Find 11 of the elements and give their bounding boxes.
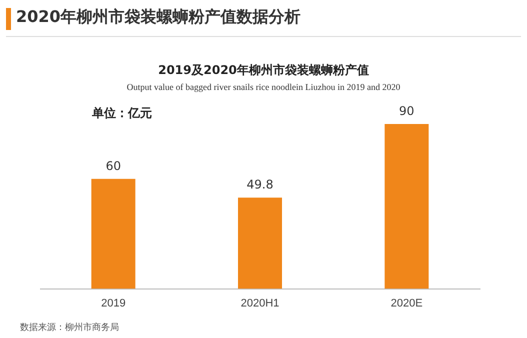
data-label: 60	[106, 159, 121, 174]
text: Output value of bagged river snails rice noodlein Liuzhou in 2019 and 2020	[126, 82, 402, 92]
chart-subtitle: 2019及2020年柳州市袋装螺蛳粉产值	[157, 62, 370, 79]
data-label: 49.8	[246, 178, 274, 192]
data-label: 90	[399, 104, 414, 118]
chart-title: 2020年柳州市袋装螺蛳粉产值数据分析	[16, 7, 301, 28]
source-note: 数据来源：柳州市商务局	[20, 322, 119, 334]
text: 单位：亿元	[92, 105, 152, 122]
x-tick-label: 2020H1	[240, 297, 280, 310]
x-tick-label: 2020E	[390, 297, 423, 310]
x-tick-label: 2019	[101, 297, 126, 310]
